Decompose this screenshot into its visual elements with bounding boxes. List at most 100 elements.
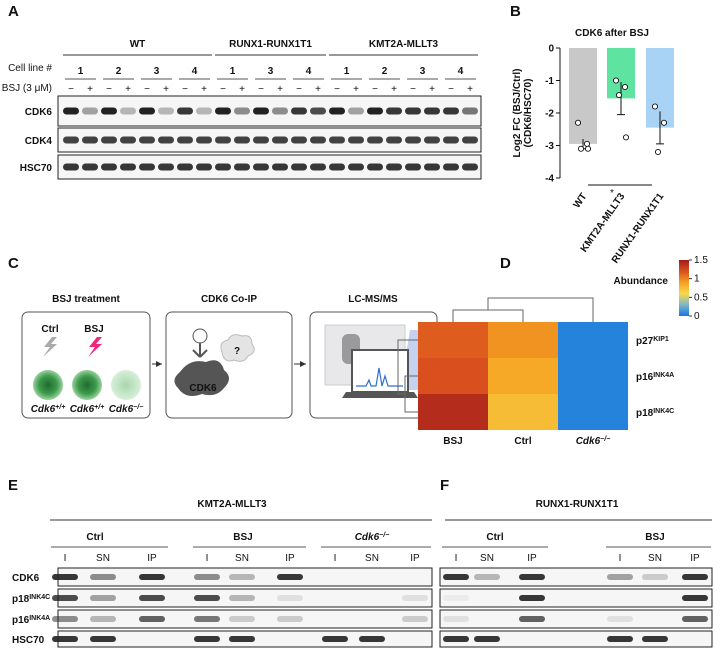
treatment: − bbox=[410, 84, 416, 95]
y-tick-label: -4 bbox=[545, 174, 554, 185]
row-label-sup: KIP1 bbox=[653, 336, 669, 343]
unknown: ? bbox=[234, 346, 240, 357]
column-label: Cdk6−/− bbox=[576, 436, 611, 448]
lane-label: SN bbox=[648, 553, 662, 564]
row-label-sup: INK4C bbox=[653, 408, 674, 415]
band bbox=[196, 163, 212, 171]
band bbox=[310, 136, 326, 144]
lane-label: IP bbox=[147, 553, 157, 564]
band bbox=[367, 163, 383, 171]
column-label: Ctrl bbox=[514, 436, 531, 447]
band bbox=[90, 574, 116, 580]
band bbox=[229, 636, 255, 642]
treatment: + bbox=[239, 84, 245, 95]
genotype: Cdk6+/+ bbox=[31, 404, 66, 416]
group-label: BSJ bbox=[645, 532, 664, 543]
blot-label-main: HSC70 bbox=[12, 635, 45, 646]
band bbox=[642, 636, 668, 642]
column-label: BSJ bbox=[443, 436, 462, 447]
band bbox=[405, 107, 421, 115]
treatment: − bbox=[182, 84, 188, 95]
band bbox=[272, 107, 288, 115]
band bbox=[229, 595, 255, 601]
group-label-main: Ctrl bbox=[486, 532, 503, 543]
group-label: BSJ bbox=[233, 532, 252, 543]
lane-label: I bbox=[334, 553, 337, 564]
column-label-main: Cdk6 bbox=[576, 436, 601, 447]
band bbox=[310, 107, 326, 115]
lane-label: I bbox=[64, 553, 67, 564]
band bbox=[139, 163, 155, 171]
colorbar-tick-label: 1 bbox=[694, 274, 700, 285]
genotype: Cdk6+/+ bbox=[70, 404, 105, 416]
lane-label: I bbox=[455, 553, 458, 564]
band bbox=[177, 107, 193, 115]
band bbox=[82, 163, 98, 171]
band bbox=[443, 107, 459, 115]
row-label-main: p18 bbox=[636, 408, 654, 419]
band bbox=[277, 574, 303, 580]
band bbox=[139, 595, 165, 601]
group-label: KMT2A-MLLT3 bbox=[369, 39, 439, 50]
band bbox=[329, 163, 345, 171]
laptop-base bbox=[342, 392, 418, 398]
blot-label-sup: INK4C bbox=[29, 594, 50, 601]
band bbox=[329, 136, 345, 144]
cell-line: 3 bbox=[154, 66, 160, 77]
legend-title: Abundance bbox=[614, 276, 669, 287]
data-point bbox=[612, 77, 620, 84]
band bbox=[405, 136, 421, 144]
row-label: BSJ (3 μM) bbox=[2, 83, 52, 94]
y-axis-label: (CDK6/HSC70) bbox=[523, 79, 534, 148]
treatment: − bbox=[448, 84, 454, 95]
band bbox=[277, 595, 303, 601]
condition: BSJ bbox=[84, 324, 103, 335]
band bbox=[177, 136, 193, 144]
band bbox=[329, 107, 345, 115]
treatment: + bbox=[353, 84, 359, 95]
band bbox=[519, 616, 545, 622]
lane-label: IP bbox=[690, 553, 700, 564]
genotype-main: Cdk6 bbox=[109, 404, 134, 415]
treatment: + bbox=[315, 84, 321, 95]
band bbox=[607, 574, 633, 580]
chart-title: CDK6 after BSJ bbox=[575, 28, 649, 39]
treatment: + bbox=[87, 84, 93, 95]
band bbox=[194, 616, 220, 622]
treatment: − bbox=[106, 84, 112, 95]
treatment: + bbox=[467, 84, 473, 95]
band bbox=[474, 574, 500, 580]
band bbox=[291, 136, 307, 144]
band bbox=[607, 636, 633, 642]
treatment: + bbox=[163, 84, 169, 95]
band bbox=[386, 163, 402, 171]
data-point bbox=[654, 148, 662, 156]
band bbox=[348, 136, 364, 144]
treatment: − bbox=[220, 84, 226, 95]
column-label-main: Ctrl bbox=[514, 436, 531, 447]
band bbox=[82, 136, 98, 144]
row-label-sup: INK4A bbox=[653, 372, 674, 379]
data-point bbox=[621, 83, 629, 91]
heatmap-cell bbox=[488, 358, 558, 394]
dendrogram bbox=[452, 297, 594, 322]
blot-label: CDK6 bbox=[25, 107, 53, 118]
row-label: p27KIP1 bbox=[636, 336, 669, 348]
treatment: + bbox=[201, 84, 207, 95]
genotype-sup: +/+ bbox=[94, 404, 104, 411]
band bbox=[229, 574, 255, 580]
bead bbox=[192, 328, 208, 344]
cell-line: 1 bbox=[78, 66, 84, 77]
genotype-main: Cdk6 bbox=[70, 404, 95, 415]
blot-frame bbox=[439, 609, 713, 629]
blot-frame bbox=[439, 630, 713, 648]
cell-line: 4 bbox=[192, 66, 198, 77]
cell bbox=[72, 370, 102, 400]
band bbox=[158, 163, 174, 171]
band bbox=[158, 107, 174, 115]
band bbox=[386, 136, 402, 144]
lane-label: SN bbox=[235, 553, 249, 564]
cell-line: 2 bbox=[382, 66, 388, 77]
band bbox=[405, 163, 421, 171]
